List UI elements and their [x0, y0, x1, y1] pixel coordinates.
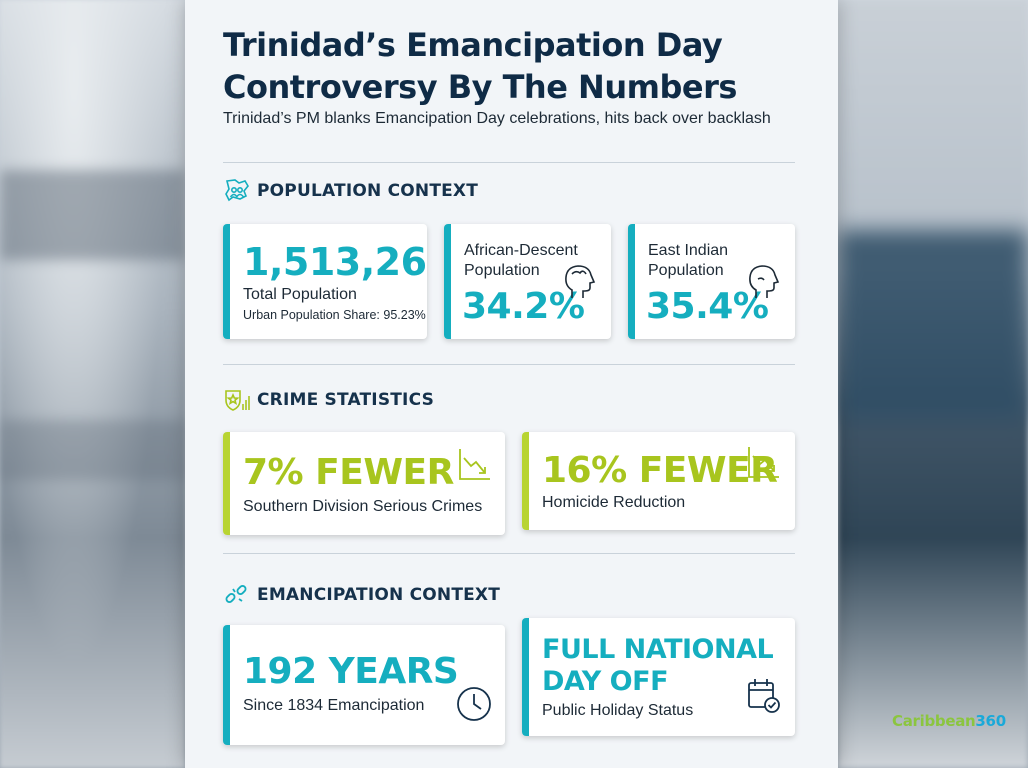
- total-population-value: 1,513,268: [243, 240, 427, 284]
- african-descent-card: African-Descent Population 34.2%: [444, 224, 611, 339]
- calendar-check-icon: [748, 679, 780, 713]
- east-indian-label-1: East Indian: [648, 242, 729, 259]
- clock-icon: [457, 687, 491, 721]
- urban-share-text: Urban Population Share: 95.23%: [243, 308, 426, 322]
- section-crime-label: CRIME STATISTICS: [257, 390, 435, 410]
- head-profile-icon: [565, 265, 596, 298]
- section-emancipation-label: EMANCIPATION CONTEXT: [257, 585, 501, 605]
- holiday-value: FULL NATIONAL DAY OFF: [542, 634, 774, 698]
- section-crime-heading: CRIME STATISTICS: [223, 385, 434, 415]
- holiday-card: FULL NATIONAL DAY OFF Public Holiday Sta…: [522, 618, 795, 736]
- african-descent-label-1: African-Descent: [464, 242, 578, 259]
- section-population-label: POPULATION CONTEXT: [257, 181, 479, 201]
- southern-division-card: 7% FEWER Southern Division Serious Crime…: [223, 432, 505, 535]
- years-card: 192 YEARS Since 1834 Emancipation: [223, 625, 505, 745]
- map-people-icon: [223, 176, 257, 206]
- holiday-value-line-2: DAY OFF: [542, 666, 669, 697]
- years-label: Since 1834 Emancipation: [243, 697, 425, 714]
- years-value: 192 YEARS: [243, 651, 459, 692]
- homicide-card: 16% FEWER Homicide Reduction: [522, 432, 795, 530]
- broken-chain-icon: [223, 580, 257, 610]
- east-indian-card: East Indian Population 35.4%: [628, 224, 795, 339]
- background-left: [0, 0, 185, 768]
- logo-part-2: 360: [975, 712, 1006, 730]
- total-population-label: Total Population: [243, 286, 357, 303]
- total-population-card: 1,513,268 Total Population Urban Populat…: [223, 224, 427, 339]
- page-title: Trinidad’s Emancipation Day Controversy …: [223, 24, 823, 108]
- divider: [223, 162, 795, 163]
- divider: [223, 553, 795, 554]
- southern-division-label: Southern Division Serious Crimes: [243, 498, 483, 515]
- homicide-value: 16% FEWER: [542, 450, 778, 491]
- divider: [223, 364, 795, 365]
- african-descent-label-2: Population: [464, 262, 540, 279]
- title-line-2: Controversy By The Numbers: [223, 68, 737, 106]
- holiday-value-line-1: FULL NATIONAL: [542, 634, 774, 665]
- east-indian-value: 35.4%: [646, 286, 769, 327]
- homicide-label: Homicide Reduction: [542, 494, 686, 511]
- east-indian-label-2: Population: [648, 262, 724, 279]
- holiday-label: Public Holiday Status: [542, 702, 694, 719]
- subtitle: Trinidad’s PM blanks Emancipation Day ce…: [223, 110, 771, 127]
- trend-down-icon: [748, 447, 779, 478]
- background-right: [838, 0, 1028, 768]
- infographic-panel: Trinidad’s Emancipation Day Controversy …: [185, 0, 838, 768]
- section-emancipation-heading: EMANCIPATION CONTEXT: [223, 580, 500, 610]
- section-population-heading: POPULATION CONTEXT: [223, 176, 478, 206]
- southern-division-value: 7% FEWER: [243, 452, 454, 493]
- police-badge-icon: [223, 385, 257, 415]
- title-line-1: Trinidad’s Emancipation Day: [223, 26, 723, 64]
- african-descent-value: 34.2%: [462, 286, 585, 327]
- logo-part-1: Caribbean: [892, 712, 976, 730]
- caribbean360-logo: Caribbean360: [892, 712, 1006, 730]
- trend-down-icon: [459, 449, 490, 480]
- head-profile-icon: [749, 265, 780, 298]
